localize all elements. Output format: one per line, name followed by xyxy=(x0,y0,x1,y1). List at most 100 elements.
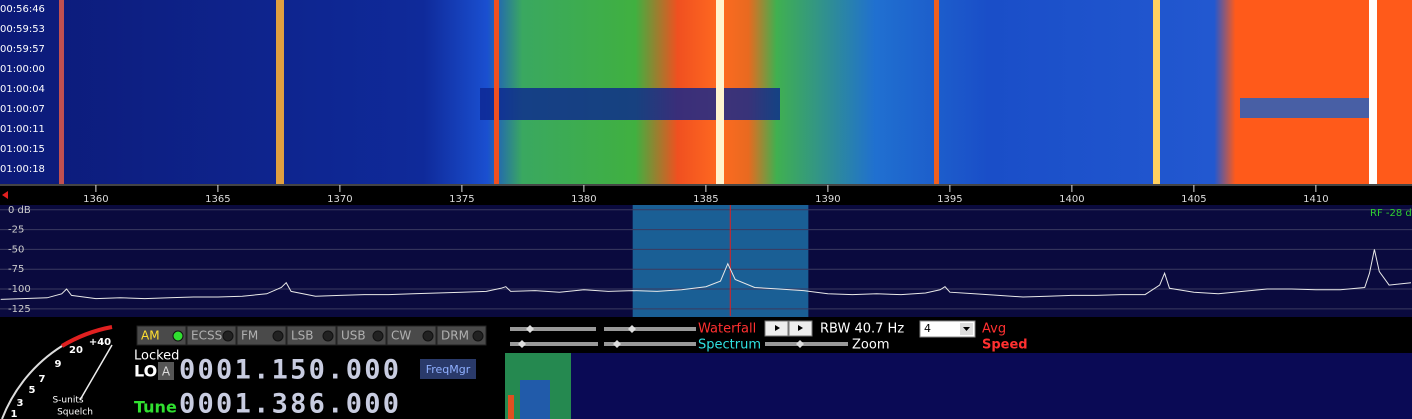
waterfall-label: Waterfall xyxy=(698,322,756,337)
mode-led xyxy=(422,330,434,342)
zoom-label: Zoom xyxy=(852,338,889,353)
slider[interactable] xyxy=(510,342,598,346)
waterfall-carrier xyxy=(934,0,939,184)
sliders xyxy=(510,320,976,348)
passband xyxy=(632,205,809,317)
mode-button[interactable] xyxy=(236,325,287,346)
db-tick-label: -75 xyxy=(8,264,24,275)
mode-led xyxy=(222,330,234,342)
lo-button[interactable] xyxy=(158,362,174,380)
mode-led xyxy=(272,330,284,342)
db-tick-label: -125 xyxy=(8,304,31,315)
waterfall-carrier xyxy=(1153,0,1160,184)
spectrum-trace xyxy=(0,249,1412,300)
slider-knob[interactable] xyxy=(628,325,636,333)
frequency-tick-label: 1395 xyxy=(937,194,962,205)
db-tick-label: -25 xyxy=(8,225,24,236)
frequency-tick-label: 1410 xyxy=(1303,194,1328,205)
mode-label: LSB xyxy=(291,329,314,343)
mini-waterfall-patch xyxy=(508,395,514,419)
timestamp: 01:00:15 xyxy=(0,144,45,155)
s-scale-label: 3 xyxy=(17,398,24,409)
timestamp: 01:00:04 xyxy=(0,84,45,95)
meter-needle xyxy=(79,344,113,401)
mode-label: DRM xyxy=(441,329,469,343)
timestamp: 01:00:11 xyxy=(0,124,45,135)
slider-knob[interactable] xyxy=(518,340,526,348)
mode-buttons: AM ECSS FM LSB USB CW DRM xyxy=(136,325,487,346)
s-scale-label: +40 xyxy=(89,337,111,348)
meter-units: S-units xyxy=(52,396,83,406)
frequency-tick-label: 1360 xyxy=(83,194,108,205)
slider[interactable] xyxy=(604,342,696,346)
frequency-tick-label: 1375 xyxy=(449,194,474,205)
frequency-tick-label: 1380 xyxy=(571,194,596,205)
scroll-arrow[interactable] xyxy=(2,191,8,199)
spectrum-label: Spectrum xyxy=(698,338,761,353)
slider-knob[interactable] xyxy=(796,340,804,348)
mode-button[interactable] xyxy=(186,325,237,346)
lock-status: Locked xyxy=(134,349,179,364)
mode-button[interactable] xyxy=(136,325,187,346)
mode-label: ECSS xyxy=(191,329,222,343)
mode-label: CW xyxy=(391,329,411,343)
spectrum: 0 dB -25 -50 -75 -100 -125 xyxy=(0,205,1412,317)
frequency-tick-label: 1385 xyxy=(693,194,718,205)
mode-label: USB xyxy=(341,329,366,343)
waterfall-band xyxy=(480,88,780,120)
mini-waterfall xyxy=(505,353,1412,419)
frequency-tick-label: 1405 xyxy=(1181,194,1206,205)
s-scale-label: 20 xyxy=(69,345,83,356)
freqmgr-button[interactable] xyxy=(420,359,476,379)
arrow-right xyxy=(798,325,803,331)
freqmgr-label: FreqMgr xyxy=(426,363,471,376)
mode-button[interactable] xyxy=(386,325,437,346)
timestamp: 00:56:46 xyxy=(0,4,45,15)
db-tick-label: 0 dB xyxy=(8,205,31,216)
waterfall-carrier xyxy=(276,0,284,184)
waterfall-carrier xyxy=(494,0,499,184)
mini-waterfall-patch xyxy=(520,380,550,419)
waterfall-carrier xyxy=(59,0,64,184)
mode-label: FM xyxy=(241,329,258,343)
slider[interactable] xyxy=(510,327,596,331)
slider[interactable] xyxy=(604,327,696,331)
slider-knob[interactable] xyxy=(526,325,534,333)
mode-button[interactable] xyxy=(336,325,387,346)
frequency-tick-label: 1390 xyxy=(815,194,840,205)
s-scale-label: 1 xyxy=(11,409,18,419)
frequency-tick-label: 1365 xyxy=(205,194,230,205)
dropdown-arrow xyxy=(963,327,970,331)
meter-arc xyxy=(1,345,63,419)
mode-led xyxy=(472,330,484,342)
rf-label: RF -28 d xyxy=(1370,208,1412,219)
tune-label: Tune xyxy=(134,398,177,417)
frequency-tick-label: 1400 xyxy=(1059,194,1084,205)
slider[interactable] xyxy=(765,342,848,346)
timestamp: 01:00:18 xyxy=(0,164,45,175)
s-scale-label: 5 xyxy=(29,385,36,396)
mode-button[interactable] xyxy=(286,325,337,346)
mode-led xyxy=(372,330,384,342)
avg-value: 4 xyxy=(924,322,931,335)
timestamp: 00:59:53 xyxy=(0,24,45,35)
waterfall-band xyxy=(1240,98,1370,118)
meter-arc-red xyxy=(60,325,113,348)
timestamp: 00:59:57 xyxy=(0,44,45,55)
mode-label: AM xyxy=(141,329,160,343)
slider-knob[interactable] xyxy=(613,340,621,348)
timestamp: 01:00:00 xyxy=(0,64,45,75)
waterfall-carrier xyxy=(1369,0,1377,184)
waterfall-carrier xyxy=(716,0,724,184)
mode-button[interactable] xyxy=(436,325,487,346)
db-tick-label: -100 xyxy=(8,284,31,295)
rbw-label: RBW 40.7 Hz xyxy=(820,322,904,337)
meter-squelch: Squelch xyxy=(57,408,93,418)
lo-button-label: A xyxy=(162,365,171,379)
mode-led xyxy=(322,330,334,342)
s-meter: S-units Squelch xyxy=(1,325,113,419)
db-tick-label: -50 xyxy=(8,244,24,255)
speed-label: Speed xyxy=(982,338,1028,353)
